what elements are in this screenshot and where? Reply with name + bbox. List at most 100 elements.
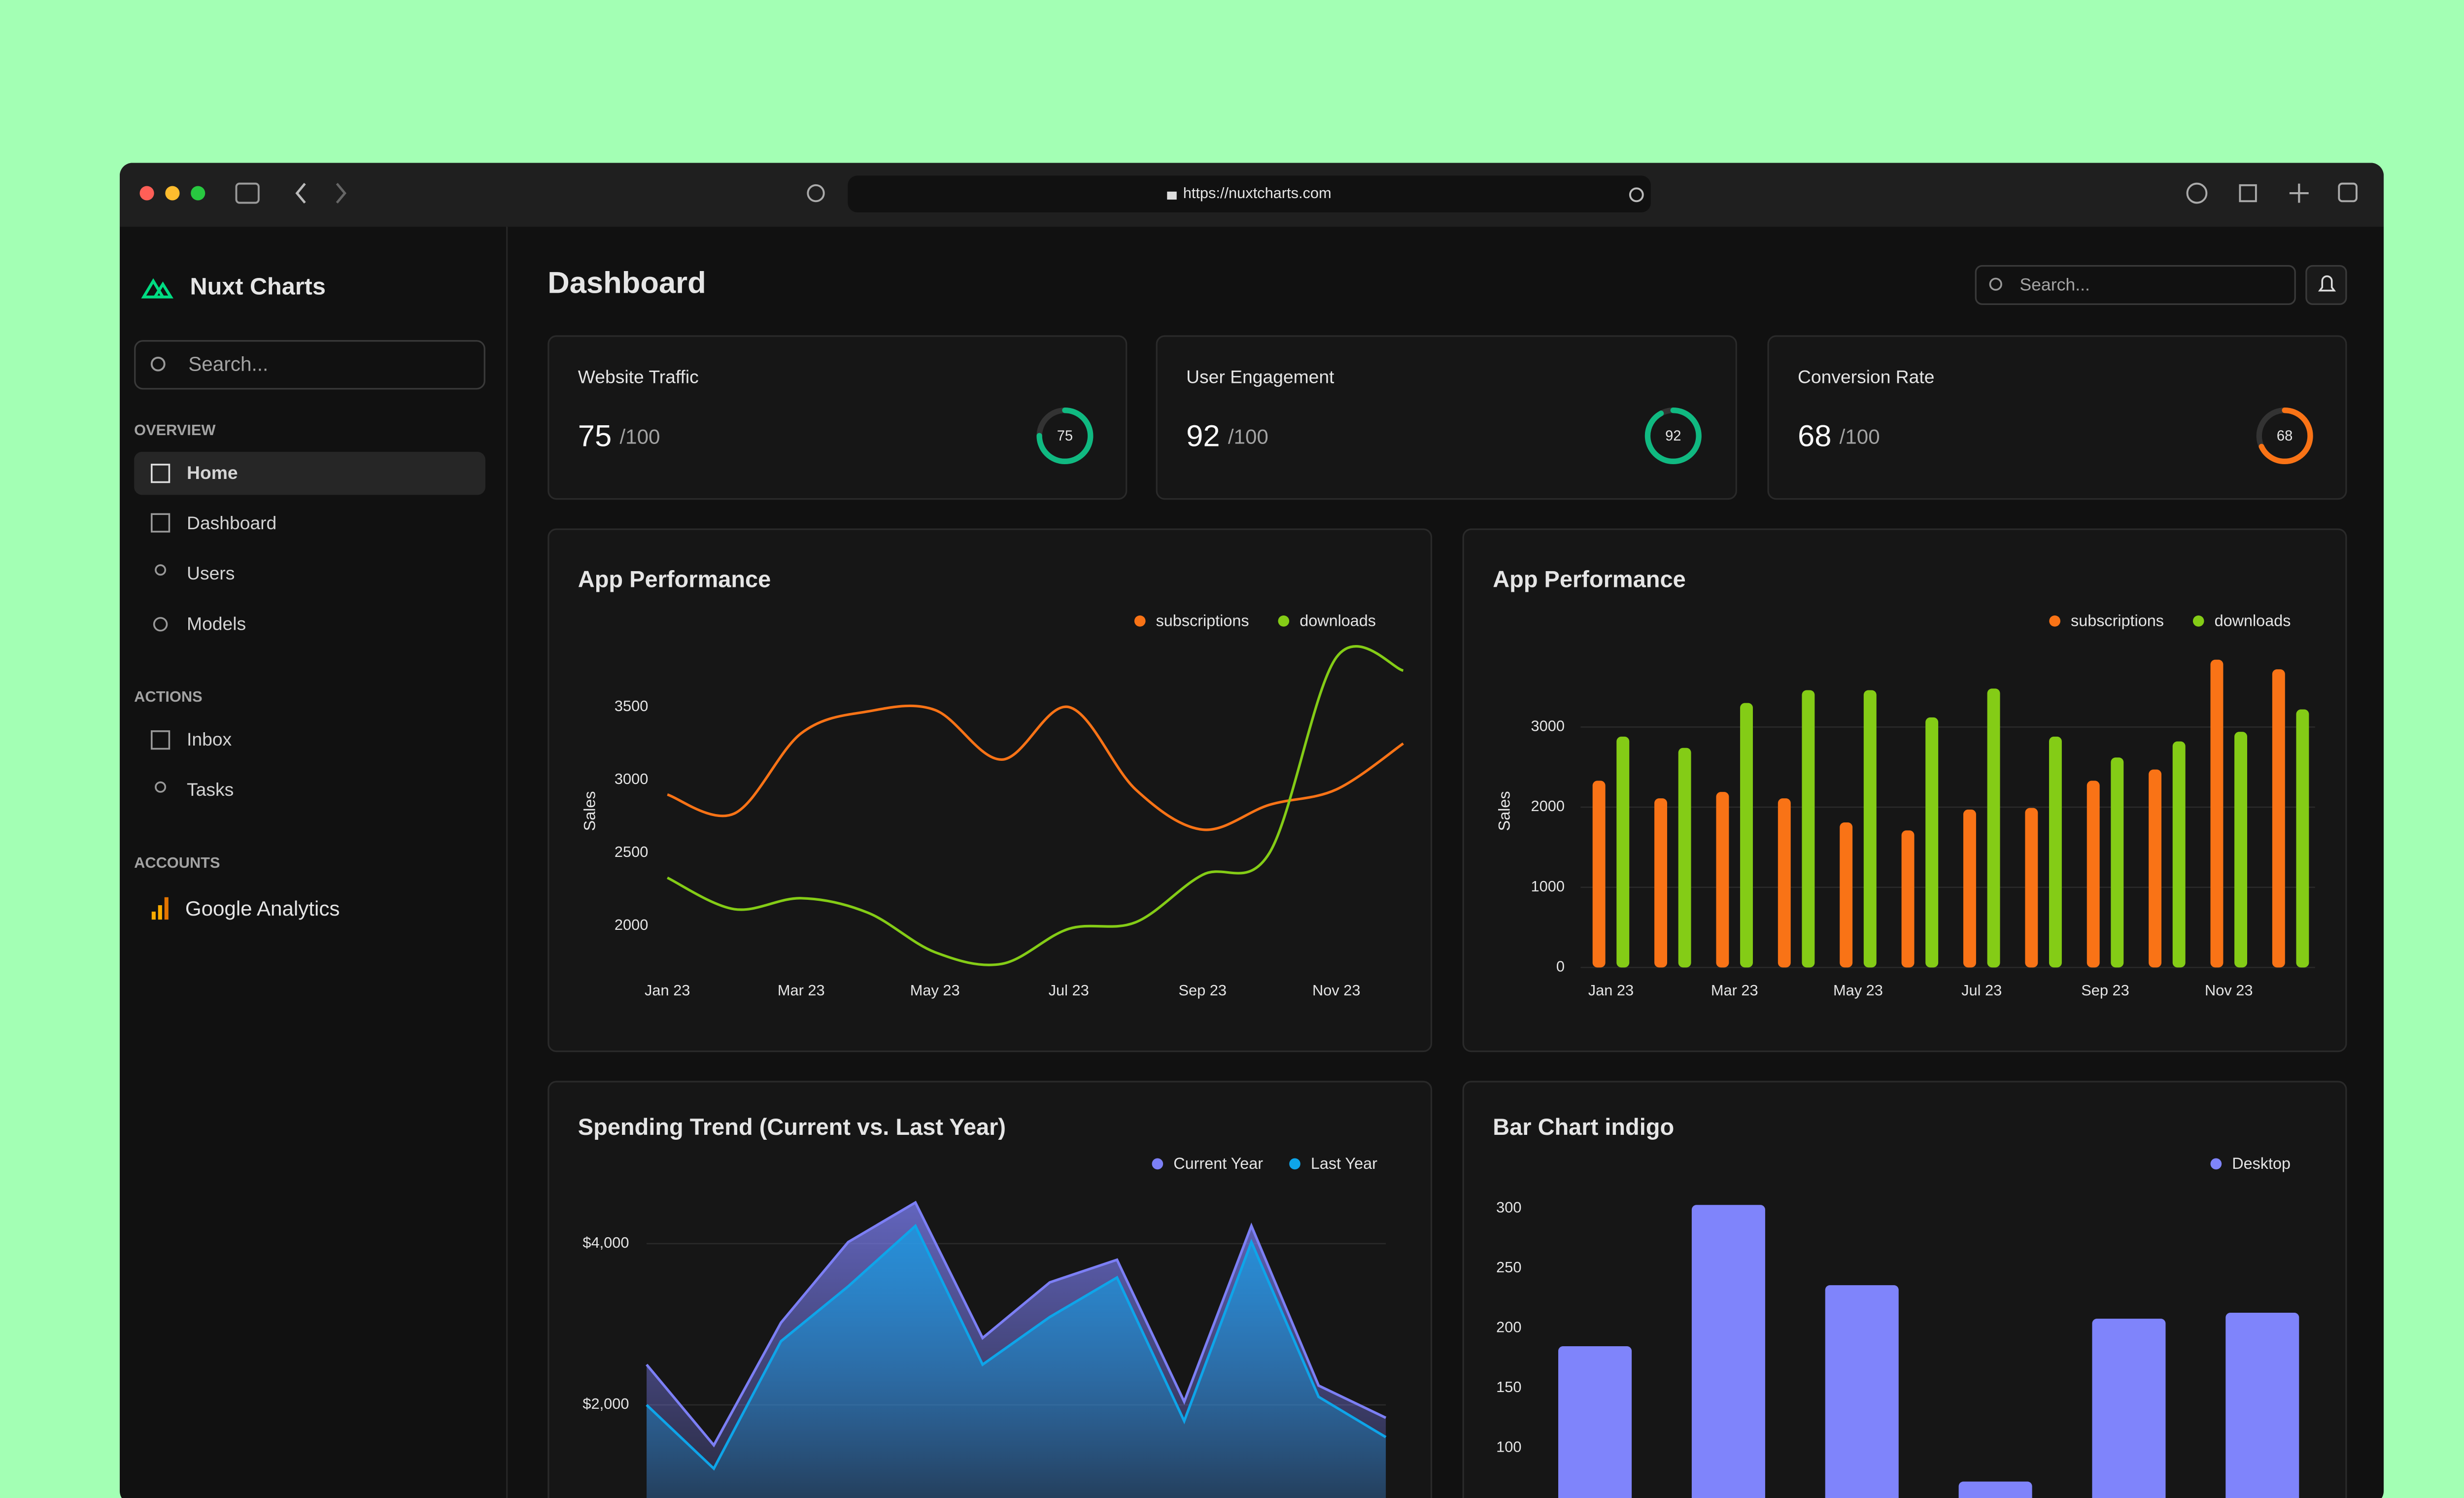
bar <box>2111 757 2124 968</box>
stat-value-line: 92/100 <box>1186 419 1268 453</box>
y-tick-label: 2000 <box>615 916 648 933</box>
x-tick-label: Sep 23 <box>1178 982 1227 999</box>
new-tab-button[interactable] <box>2289 183 2309 203</box>
stat-label: Conversion Rate <box>1798 367 1934 387</box>
x-tick-label: May 23 <box>910 982 960 999</box>
stat-suffix: /100 <box>1840 425 1880 448</box>
ring-progress <box>2256 408 2313 465</box>
bar <box>1925 717 1939 968</box>
close-button[interactable] <box>139 186 154 201</box>
bar <box>1691 1205 1765 1498</box>
bell-icon <box>2318 275 2336 292</box>
chart-title: App Performance <box>1493 566 1686 592</box>
line <box>667 704 1404 831</box>
ring-label: 75 <box>1057 428 1073 444</box>
legend-swatch <box>1134 615 1146 627</box>
ga-icon <box>151 911 156 920</box>
chart-title: Spending Trend (Current vs. Last Year) <box>578 1114 1006 1140</box>
y-axis-label: Sales <box>1496 791 1513 831</box>
legend-swatch <box>1278 615 1290 627</box>
y-tick-label: 2500 <box>615 843 648 860</box>
bar <box>2025 808 2038 968</box>
sidebar-toggle[interactable] <box>235 182 260 204</box>
minimize-button[interactable] <box>165 186 180 201</box>
reload-button[interactable] <box>1629 187 1644 203</box>
y-tick-label: $2,000 <box>582 1395 629 1412</box>
area-fill <box>647 1226 1386 1498</box>
search-placeholder: Search... <box>2019 274 2090 294</box>
bar <box>1987 688 2000 968</box>
y-tick-label: 3000 <box>1531 717 1565 735</box>
legend-swatch <box>1152 1158 1164 1170</box>
legend-swatch <box>1289 1158 1300 1170</box>
x-tick-label: Jul 23 <box>1961 982 2002 999</box>
bar <box>1840 822 1853 968</box>
bar <box>1616 736 1630 968</box>
bar <box>1963 809 1976 968</box>
bar <box>2049 736 2062 968</box>
line <box>667 645 1404 966</box>
bar <box>1825 1285 1899 1498</box>
tabs-button[interactable] <box>2338 182 2358 203</box>
shield-icon <box>807 184 825 203</box>
y-tick-label: 200 <box>1496 1319 1521 1336</box>
search-placeholder: Search... <box>188 353 268 375</box>
header-search[interactable] <box>1975 265 2296 305</box>
search-icon <box>1989 277 2002 291</box>
x-tick-label: Nov 23 <box>1312 982 1360 999</box>
brand-name: Nuxt Charts <box>190 273 326 300</box>
nav-item[interactable]: Models <box>187 613 246 634</box>
bar <box>2087 781 2100 968</box>
bar <box>2092 1319 2166 1498</box>
downloads-button[interactable] <box>2186 182 2208 204</box>
nav-item[interactable]: Users <box>187 563 235 583</box>
chart-card <box>548 528 1433 1053</box>
bar <box>2234 732 2248 968</box>
url-text: https://nuxtcharts.com <box>1183 184 1332 202</box>
y-tick-label: 150 <box>1496 1378 1521 1396</box>
nav-icon <box>153 617 168 632</box>
x-tick-label: Mar 23 <box>778 982 825 999</box>
stat-value-line: 68/100 <box>1798 419 1880 453</box>
nav-active-bg <box>134 451 485 495</box>
ring-progress <box>1036 408 1094 465</box>
y-tick-label: 250 <box>1496 1259 1521 1276</box>
x-tick-label: May 23 <box>1833 982 1883 999</box>
bar <box>1678 748 1691 968</box>
stat-value-line: 75/100 <box>578 419 660 453</box>
sidebar-search[interactable] <box>134 340 485 390</box>
nav-item[interactable]: Dashboard <box>187 512 276 533</box>
lock-icon <box>1167 191 1177 200</box>
bar <box>2225 1312 2299 1498</box>
area-line <box>646 1200 1387 1448</box>
ring-label: 92 <box>1665 428 1681 444</box>
notifications-button[interactable] <box>2305 265 2347 305</box>
y-tick-label: 100 <box>1496 1438 1521 1456</box>
stat-card <box>1767 335 2347 500</box>
zoom-button[interactable] <box>191 186 205 201</box>
bar <box>1863 690 1877 968</box>
x-tick-label: Sep 23 <box>2081 982 2129 999</box>
nav-icon <box>155 564 167 576</box>
nav-item[interactable]: Home <box>187 462 238 483</box>
nav-item[interactable]: Inbox <box>187 729 232 749</box>
legend-label: Last Year <box>1311 1155 1377 1172</box>
back-button[interactable] <box>295 183 306 204</box>
bar <box>1778 798 1791 968</box>
nav-item[interactable]: Tasks <box>187 779 234 800</box>
legend-label: Desktop <box>2232 1155 2291 1172</box>
y-tick-label: 3500 <box>615 697 648 715</box>
y-axis-label: Sales <box>581 791 598 831</box>
area-line <box>646 1224 1387 1471</box>
chart-title: Bar Chart indigo <box>1493 1114 1674 1140</box>
bar <box>2210 659 2224 968</box>
forward-button[interactable] <box>336 183 346 204</box>
url-bar[interactable] <box>848 175 1651 212</box>
nav-item[interactable]: Google Analytics <box>185 897 340 920</box>
nav-icon <box>150 730 171 750</box>
search-icon <box>150 356 166 372</box>
bar <box>2272 669 2285 968</box>
share-button[interactable] <box>2239 184 2257 203</box>
y-tick-label: 0 <box>1556 957 1565 975</box>
